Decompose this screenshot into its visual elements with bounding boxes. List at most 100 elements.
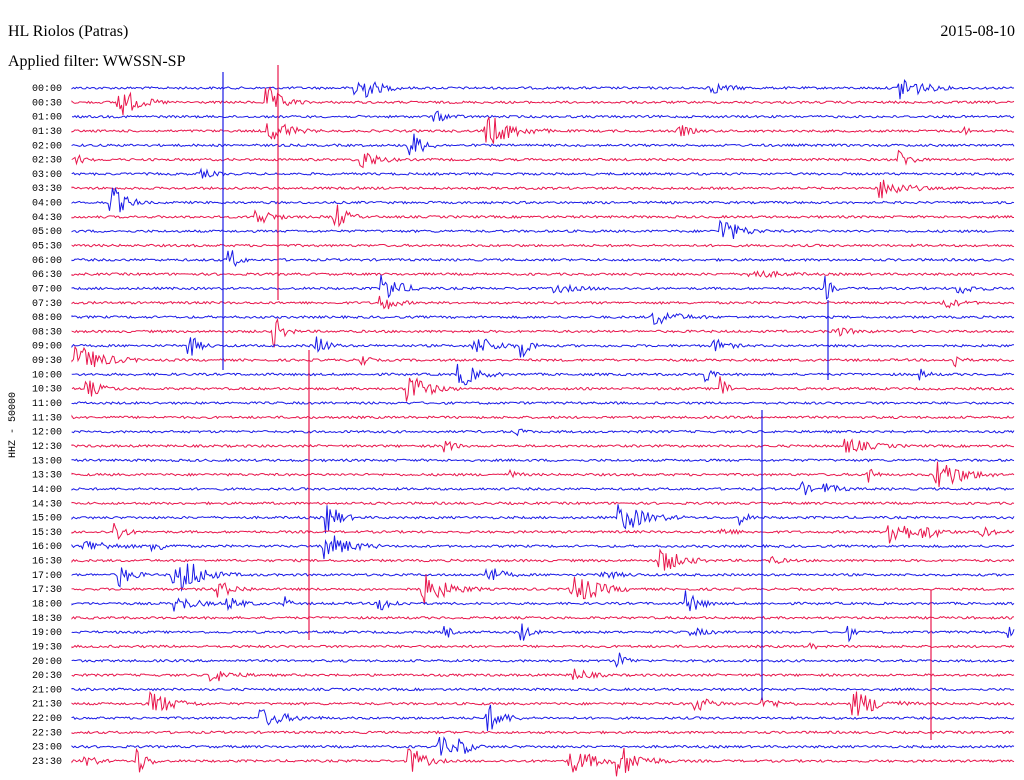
row-label: 11:00: [32, 399, 62, 410]
date: 2015-08-10: [940, 23, 1015, 40]
trace: [71, 336, 1015, 358]
trace: [71, 133, 1015, 156]
row-label: 20:30: [32, 671, 62, 682]
row-label: 04:00: [32, 199, 62, 210]
row-label: 09:00: [32, 342, 62, 353]
trace: [71, 501, 1015, 506]
row-label: 07:00: [32, 284, 62, 295]
rows: 00:00 00:30 01:00 01:30 02:00 02:30 03:00 03:30…: [32, 65, 1015, 777]
row-label: 04:30: [32, 213, 62, 224]
trace: [71, 504, 1015, 534]
trace: [71, 79, 1015, 100]
row-label: 22:00: [32, 714, 62, 725]
row-label: 13:30: [32, 471, 62, 482]
row-label: 15:00: [32, 514, 62, 525]
row-label: 06:30: [32, 270, 62, 281]
row-label: 16:00: [32, 542, 62, 553]
trace: [71, 535, 1015, 560]
trace: [71, 317, 1015, 348]
trace: [71, 250, 1015, 268]
row-label: 17:00: [32, 571, 62, 582]
row-label: 01:00: [32, 113, 62, 124]
row-label: 08:30: [32, 327, 62, 338]
row-label: 08:00: [32, 313, 62, 324]
trace: [71, 110, 1015, 122]
trace: [71, 438, 1014, 453]
row-label: 15:30: [32, 528, 62, 539]
trace: [71, 574, 1015, 605]
trace: [71, 563, 1015, 592]
trace: [71, 295, 1015, 310]
trace: [71, 615, 1015, 620]
row-label: 05:00: [32, 227, 62, 238]
row-label: 21:30: [32, 700, 62, 711]
trace: [71, 243, 1015, 248]
trace: [71, 345, 1015, 368]
row-label: 06:00: [32, 256, 62, 267]
row-label: 12:30: [32, 442, 62, 453]
row-label: 09:30: [32, 356, 62, 367]
trace: [71, 736, 1015, 756]
trace: [71, 690, 1015, 716]
row-label: 18:30: [32, 614, 62, 625]
trace: [71, 363, 1015, 386]
trace: [71, 461, 1015, 488]
trace: [71, 548, 1015, 571]
trace: [71, 747, 1015, 777]
row-label: 12:00: [32, 428, 62, 439]
trace: [71, 590, 1015, 612]
row-label: 23:00: [32, 743, 62, 754]
row-label: 20:00: [32, 657, 62, 668]
row-label: 19:30: [32, 642, 62, 653]
row-label: 00:00: [32, 84, 62, 95]
row-label: 17:30: [32, 585, 62, 596]
trace: [71, 86, 1015, 116]
row-label: 03:30: [32, 184, 62, 195]
trace: [71, 642, 1015, 650]
trace: [71, 458, 1015, 463]
trace: [71, 274, 1015, 300]
row-label: 00:30: [32, 98, 62, 109]
row-label: 19:00: [32, 628, 62, 639]
station-title: HL Riolos (Patras): [8, 23, 128, 40]
trace: [71, 623, 1015, 643]
row-label: 07:30: [32, 299, 62, 310]
axis-label: HHZ - 50000: [8, 392, 19, 458]
trace: [71, 414, 1015, 420]
row-label: 23:30: [32, 757, 62, 768]
trace: [71, 687, 1015, 692]
trace: [71, 219, 1015, 239]
row-label: 14:00: [32, 485, 62, 496]
row-label: 03:00: [32, 170, 62, 181]
trace: [71, 730, 1015, 735]
trace: [71, 522, 1015, 544]
row-label: 11:30: [32, 413, 62, 424]
trace: [71, 704, 1015, 731]
trace: [71, 186, 1015, 213]
row-label: 10:30: [32, 385, 62, 396]
trace: [71, 668, 1015, 682]
trace: [71, 652, 1015, 668]
trace: [71, 204, 1014, 228]
trace: [71, 149, 1015, 169]
trace: [71, 376, 1015, 402]
row-label: 10:00: [32, 370, 62, 381]
row-label: 02:00: [32, 141, 62, 152]
trace: [71, 167, 1015, 179]
row-label: 02:30: [32, 156, 62, 167]
row-label: 21:00: [32, 685, 62, 696]
trace: [71, 401, 1015, 405]
filter-label: Applied filter: WWSSN-SP: [8, 53, 186, 70]
row-label: 18:00: [32, 599, 62, 610]
row-label: 01:30: [32, 127, 62, 138]
row-label: 13:00: [32, 456, 62, 467]
row-label: 14:30: [32, 499, 62, 510]
trace: [71, 179, 1015, 199]
row-label: 05:30: [32, 242, 62, 253]
trace: [71, 311, 1015, 325]
trace: [71, 116, 1015, 144]
row-label: 16:30: [32, 557, 62, 568]
trace: [71, 480, 1015, 496]
